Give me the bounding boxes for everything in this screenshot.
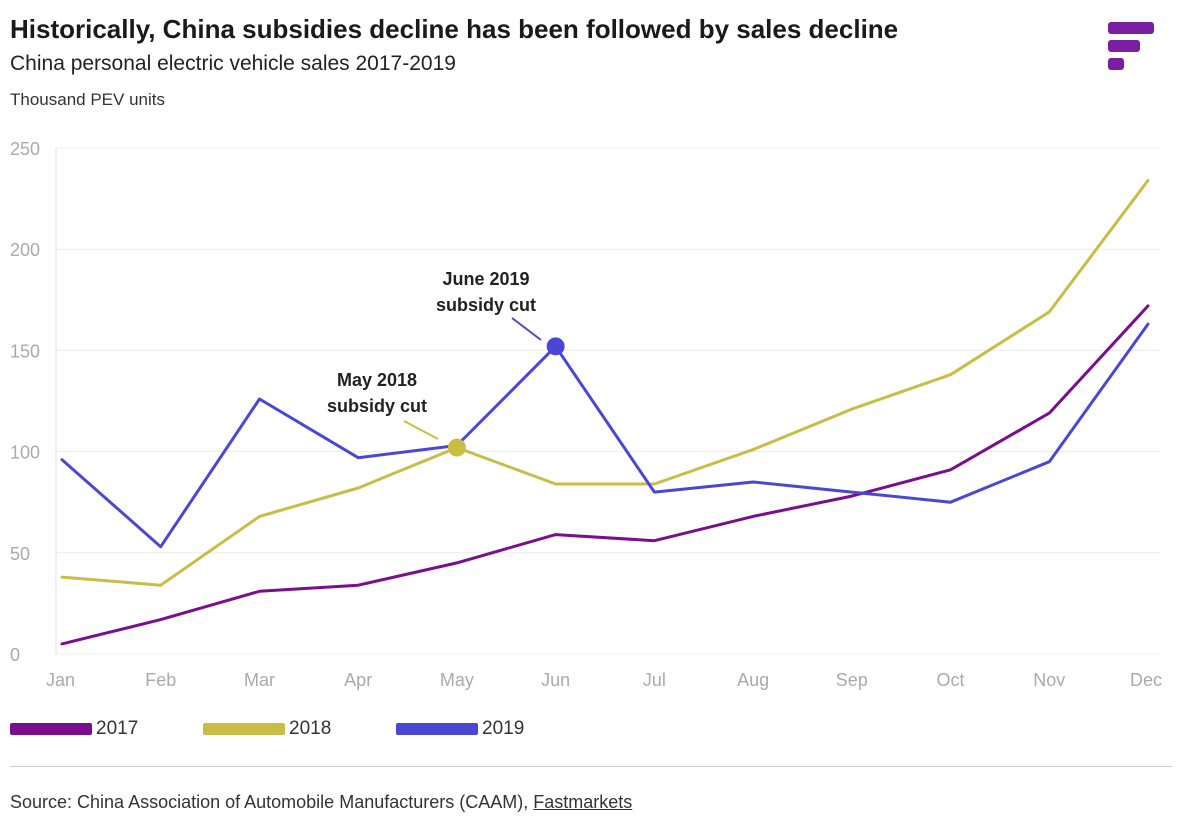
y-tick-label: 0 bbox=[10, 645, 20, 665]
x-tick-label: Jan bbox=[46, 670, 75, 690]
source-link[interactable]: Fastmarkets bbox=[533, 792, 633, 812]
legend-swatch bbox=[10, 723, 92, 735]
y-tick-label: 100 bbox=[10, 443, 40, 463]
x-tick-label: Dec bbox=[1130, 670, 1162, 690]
legend-item-2018: 2018 bbox=[203, 718, 331, 740]
series-line-2019 bbox=[60, 322, 1150, 549]
annotation-label-line-2: subsidy cut bbox=[327, 396, 427, 416]
annotation-marker-2018 bbox=[447, 438, 466, 457]
chart-subtitle: China personal electric vehicle sales 20… bbox=[10, 52, 456, 75]
x-tick-label: May bbox=[440, 670, 474, 690]
annotation-marker-2019 bbox=[546, 337, 565, 356]
x-tick-label: Sep bbox=[836, 670, 868, 690]
legend-item-2017: 2017 bbox=[10, 718, 138, 740]
source-note: Source: China Association of Automobile … bbox=[10, 792, 632, 813]
chart-title: Historically, China subsidies decline ha… bbox=[10, 14, 899, 44]
legend-item-2019: 2019 bbox=[396, 718, 524, 740]
annotation-label-line-1: May 2018 bbox=[337, 370, 417, 390]
fastmarkets-logo-icon bbox=[1108, 22, 1154, 72]
y-tick-label: 150 bbox=[10, 341, 40, 361]
footer-divider bbox=[10, 766, 1172, 767]
legend-swatch bbox=[396, 723, 478, 735]
series-line-2018 bbox=[60, 178, 1150, 587]
chart-legend: 2017 2018 2019 bbox=[0, 718, 1200, 748]
annotation-leader-2018 bbox=[403, 420, 439, 440]
legend-label: 2017 bbox=[96, 718, 139, 739]
y-axis-unit-label: Thousand PEV units bbox=[10, 90, 165, 109]
x-tick-label: Aug bbox=[737, 670, 769, 690]
series-line-2017 bbox=[60, 304, 1150, 646]
annotation-label-line-2: subsidy cut bbox=[436, 295, 536, 315]
x-tick-label: Feb bbox=[145, 670, 176, 690]
x-tick-label: Jul bbox=[643, 670, 666, 690]
annotation-leader-2019 bbox=[511, 317, 542, 341]
x-tick-label: Mar bbox=[244, 670, 275, 690]
annotation-label-line-1: June 2019 bbox=[442, 269, 529, 289]
y-tick-label: 200 bbox=[10, 240, 40, 260]
y-tick-label: 250 bbox=[10, 139, 40, 159]
x-tick-label: Oct bbox=[937, 670, 965, 690]
x-tick-label: Jun bbox=[541, 670, 570, 690]
x-tick-label: Apr bbox=[344, 670, 372, 690]
legend-label: 2018 bbox=[289, 718, 332, 739]
legend-swatch bbox=[203, 723, 285, 735]
legend-label: 2019 bbox=[482, 718, 525, 739]
y-tick-label: 50 bbox=[10, 544, 30, 564]
source-text: Source: China Association of Automobile … bbox=[10, 792, 534, 812]
line-chart: 0 50 100 150 200 250 Jan Feb Mar Apr May Jun Jul Aug S… bbox=[10, 139, 1162, 690]
x-tick-label: Nov bbox=[1033, 670, 1065, 690]
